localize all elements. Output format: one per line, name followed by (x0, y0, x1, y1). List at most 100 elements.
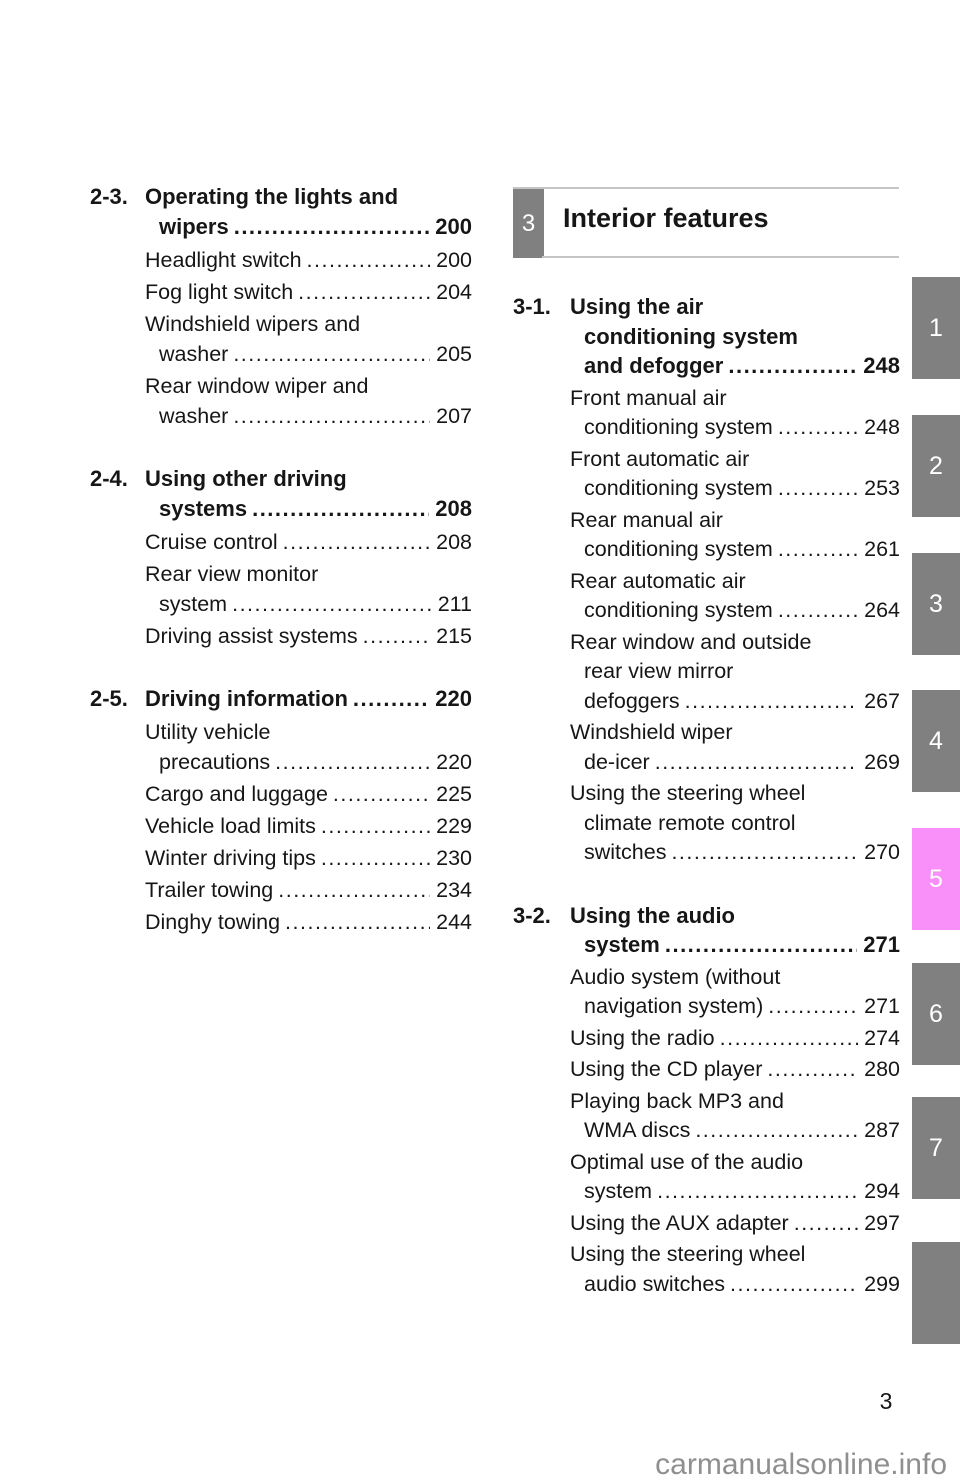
toc-line: de-icer.................................… (570, 748, 900, 778)
toc-line: washer..................................… (145, 339, 472, 369)
toc-item: Windshield wiper de-icer.................… (570, 718, 900, 777)
toc-line: Playing back MP3 and (570, 1088, 784, 1113)
leader-dots: ........................................… (320, 814, 430, 838)
leader-dots: ........................................… (306, 248, 431, 272)
right-toc-column: 3-1. Using the air conditioning system and … (513, 292, 900, 1301)
toc-item: Cruise control..........................… (145, 527, 472, 557)
toc-item: Driving assist systems..................… (145, 621, 472, 651)
entry-label: WMA discs (584, 1118, 691, 1142)
page-ref: 294 (864, 1179, 900, 1203)
entry-label: Trailer towing (145, 878, 274, 902)
leader-dots: ........................................… (320, 846, 430, 870)
toc-item: Rear manual air conditioning system......… (570, 506, 900, 565)
toc-line: washer..................................… (145, 401, 472, 431)
toc-line: switches................................… (570, 838, 900, 868)
toc-line: Front manual air (570, 385, 727, 410)
page-ref: 274 (864, 1025, 900, 1050)
entry-label: Cruise control (145, 530, 278, 554)
leader-dots: ........................................… (657, 1179, 859, 1203)
section-number: 2-5. (90, 686, 128, 711)
toc-line: Windshield wiper (570, 720, 733, 744)
toc-item: Rear view monitor system.................… (145, 559, 472, 619)
toc-line: Rear automatic air (570, 568, 746, 593)
entry-label: Winter driving tips (145, 846, 316, 870)
section-number: 3-1. (513, 294, 551, 319)
toc-line: system..................................… (570, 1177, 900, 1207)
toc-section: 2-4. Using other driving systems..........… (90, 464, 472, 653)
toc-section: 2-5. Driving information.................… (90, 684, 472, 939)
toc-section: 3-1. Using the air conditioning system and … (513, 292, 900, 870)
toc-item: Rear automatic air conditioning system...… (570, 567, 900, 626)
toc-line: Using the AUX adapter...................… (570, 1209, 900, 1239)
toc-line: system..................................… (145, 589, 472, 619)
chapter-tab-label: 5 (929, 864, 943, 893)
toc-item: Playing back MP3 and WMA discs...........… (570, 1087, 900, 1146)
section-body: Operating the lights and wipers..........… (145, 182, 472, 433)
chapter-number: 3 (521, 209, 536, 237)
page-ref: 280 (864, 1057, 900, 1081)
chapter-tab-3: 3 (912, 553, 960, 655)
toc-line: Driving information.....................… (145, 684, 472, 714)
chapter-tab-2: 2 (912, 415, 960, 517)
page-ref: 208 (435, 496, 472, 521)
leader-dots: ........................................… (793, 1210, 858, 1235)
leader-dots: ........................................… (777, 476, 859, 500)
chapter-tab-label: 3 (929, 589, 943, 618)
leader-dots: ........................................… (684, 688, 858, 713)
toc-line: wipers..................................… (145, 212, 472, 242)
entry-label: Driving assist systems (145, 624, 358, 648)
toc-line: Fog light switch........................… (145, 277, 472, 307)
toc-item: Using the radio.........................… (570, 1024, 900, 1054)
section-number: 3-2. (513, 902, 551, 928)
toc-item: Using the CD player.....................… (570, 1055, 900, 1085)
toc-item: Winter driving tips.....................… (145, 843, 472, 873)
page-ref: 225 (436, 782, 472, 806)
entry-label: de-icer (584, 749, 650, 774)
entry-label: navigation system) (584, 994, 764, 1018)
page-ref: 270 (864, 840, 900, 864)
toc-line: conditioning system (584, 323, 798, 349)
leader-dots: ........................................… (654, 749, 858, 774)
entry-label: switches (584, 840, 667, 864)
toc-item: Trailer towing..........................… (145, 875, 472, 905)
section-body: Using the audio system...................… (570, 901, 900, 1302)
toc-line: Using the audio (570, 902, 735, 928)
entry-label: precautions (159, 750, 271, 774)
toc-line: and defogger............................… (570, 351, 900, 381)
page-ref: 248 (864, 415, 900, 439)
leader-dots: ........................................… (728, 353, 858, 378)
watermark: carmanualsonline.info (655, 1448, 947, 1481)
leader-dots: ........................................… (777, 598, 859, 622)
entry-label: Using the CD player (570, 1057, 763, 1081)
toc-item: Using the steering wheel audio switches..… (570, 1240, 900, 1299)
toc-line: Using other driving (145, 466, 347, 491)
page-ref: 230 (436, 846, 472, 870)
page-ref: 200 (436, 248, 472, 272)
toc-line: Cruise control..........................… (145, 527, 472, 557)
page-number: 3 (879, 1388, 893, 1414)
toc-line: Trailer towing..........................… (145, 875, 472, 905)
leader-dots: ........................................… (278, 878, 431, 902)
leader-dots: ........................................… (695, 1118, 859, 1142)
entry-label: audio switches (584, 1271, 726, 1296)
leader-dots: ........................................… (332, 782, 431, 806)
toc-item: Headlight switch........................… (145, 245, 472, 275)
toc-item: Cargo and luggage.......................… (145, 779, 472, 809)
entry-label: system (584, 1179, 653, 1203)
toc-line: conditioning system.....................… (570, 413, 900, 443)
page-ref: 244 (436, 910, 472, 934)
toc-line: conditioning system.....................… (570, 474, 900, 504)
section-number: 2-3. (90, 184, 128, 209)
chapter-header-top-rule (513, 187, 899, 189)
page-ref: 229 (436, 814, 472, 838)
leader-dots: ........................................… (282, 530, 430, 554)
chapter-header: 3 Interior features (513, 187, 899, 258)
toc-item: Utility vehicle precautions..............… (145, 717, 472, 777)
chapter-tab-5: 5 (912, 828, 960, 930)
entry-label: conditioning system (584, 415, 773, 439)
toc-line: system..................................… (570, 930, 900, 960)
entry-label: Dinghy towing (145, 910, 281, 934)
page-ref: 261 (864, 537, 900, 561)
entry-label: and defogger (584, 353, 724, 378)
